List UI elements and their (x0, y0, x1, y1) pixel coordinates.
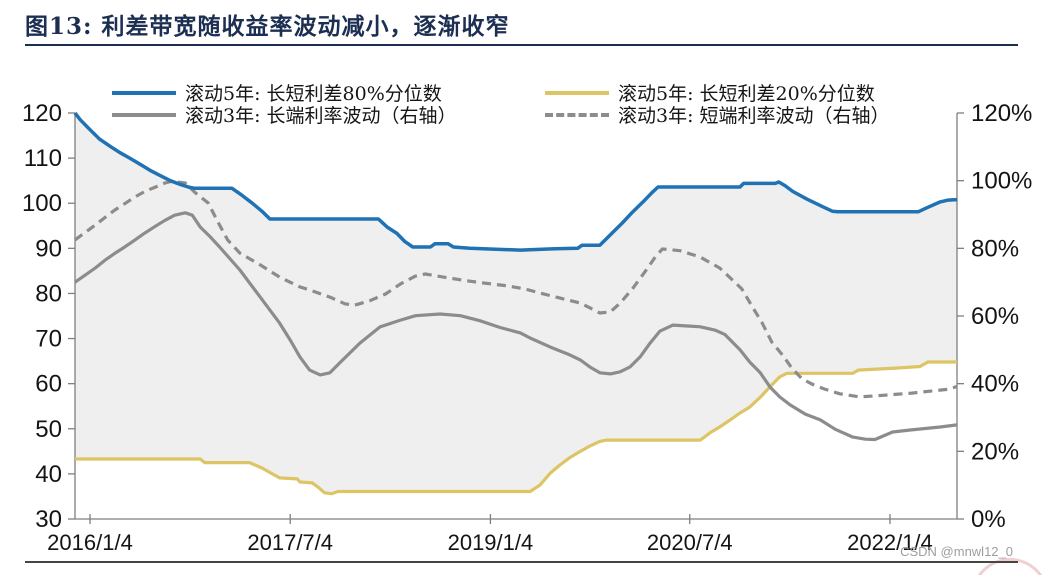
legend-item-short-end-vol: 滚动3年: 短端利率波动（右轴） (545, 101, 890, 128)
right-axis-tick-label: 100% (971, 168, 1032, 195)
bottom-border-rule (25, 561, 1018, 563)
legend-item-spread-80pct: 滚动5年: 长短利差80%分位数 (112, 79, 442, 106)
left-axis-tick-label: 100 (22, 190, 62, 217)
legend-label-long-end-vol: 滚动3年: 长端利率波动（右轴） (185, 105, 457, 127)
legend-gray-solid-line-swatch (112, 112, 176, 117)
title-underline-rule (25, 44, 1018, 46)
legend-item-long-end-vol: 滚动3年: 长端利率波动（右轴） (112, 101, 457, 128)
series-line-p80 (73, 111, 958, 252)
percentile-band-fill (75, 113, 957, 494)
left-axis-tick-label: 80 (35, 280, 62, 307)
series-line-vol_short (74, 179, 958, 399)
series-line-p20 (75, 360, 957, 496)
legend-label-short-end-vol: 滚动3年: 短端利率波动（右轴） (618, 105, 890, 127)
left-axis-tick-label: 90 (35, 235, 62, 262)
right-axis-tick-label: 120% (971, 100, 1032, 127)
left-axis-tick-label: 110 (24, 145, 62, 172)
right-axis-tick-label: 60% (971, 303, 1019, 330)
legend-gray-dashed-line-swatch (545, 112, 609, 117)
x-axis-tick-label: 2022/1/4 (847, 530, 933, 555)
x-axis-tick-label: 2020/7/4 (647, 530, 733, 555)
right-axis-tick-label: 20% (971, 438, 1019, 465)
legend-label-spread-80pct: 滚动5年: 长短利差80%分位数 (185, 83, 442, 105)
figure-title: 图13: 利差带宽随收益率波动减小，逐渐收窄 (25, 13, 510, 40)
csdn-watermark: CSDN @mnwl12_0 (900, 544, 1013, 559)
left-axis-tick-label: 60 (35, 371, 62, 398)
legend-item-spread-20pct: 滚动5年: 长短利差20%分位数 (545, 79, 875, 106)
series-line-vol_long (74, 211, 958, 442)
legend-yellow-line-swatch (545, 90, 609, 95)
left-axis-tick-label: 40 (35, 461, 62, 488)
x-axis-tick-label: 2019/1/4 (448, 530, 534, 555)
legend-label-spread-20pct: 滚动5年: 长短利差20%分位数 (618, 83, 875, 105)
left-axis-tick-label: 50 (35, 416, 62, 443)
left-axis-tick-label: 70 (35, 326, 62, 353)
legend-blue-line-swatch (112, 90, 176, 95)
right-axis-tick-label: 0% (971, 506, 1006, 533)
left-axis-tick-label: 30 (35, 506, 62, 533)
x-axis-tick-label: 2017/7/4 (247, 530, 333, 555)
left-axis-tick-label: 120 (22, 100, 62, 127)
right-axis-tick-label: 40% (971, 371, 1019, 398)
x-axis-tick-label: 2016/1/4 (47, 530, 133, 555)
right-axis-tick-label: 80% (971, 235, 1019, 262)
